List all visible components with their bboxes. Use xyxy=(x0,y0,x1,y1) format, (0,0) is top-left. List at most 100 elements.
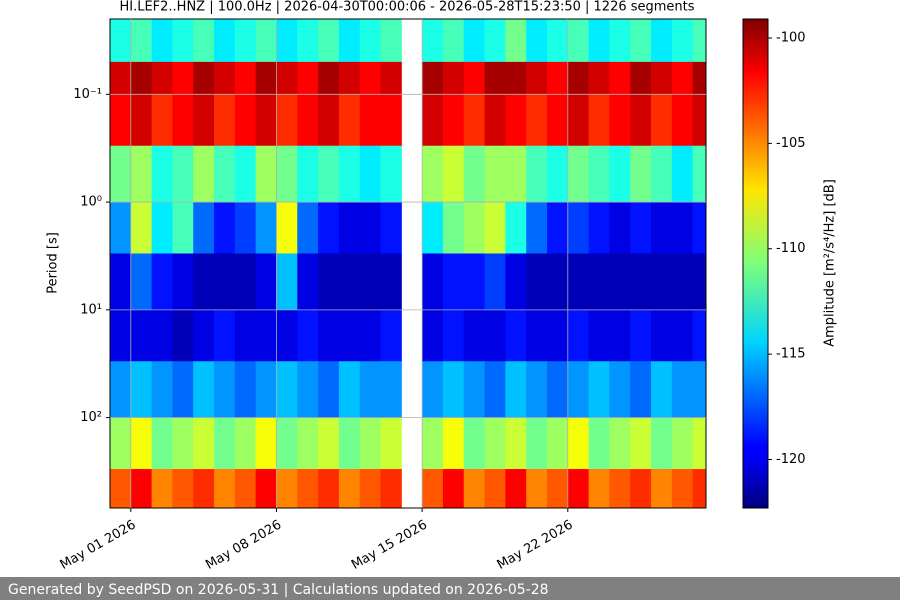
cell xyxy=(484,309,506,362)
cell xyxy=(692,469,706,508)
cell xyxy=(359,469,382,508)
cell xyxy=(567,469,590,508)
cell xyxy=(172,309,194,362)
cell xyxy=(193,361,215,419)
cell xyxy=(338,19,361,63)
cell xyxy=(318,417,340,470)
cell xyxy=(276,417,298,470)
cell xyxy=(588,202,610,254)
cell xyxy=(297,469,319,508)
cell xyxy=(151,309,173,362)
cell xyxy=(526,253,548,311)
cell xyxy=(297,202,319,254)
cell xyxy=(214,145,236,203)
cell xyxy=(567,61,590,95)
colorbar-tick-label: -115 xyxy=(776,347,806,362)
cell xyxy=(297,94,319,147)
cell xyxy=(234,361,257,419)
footer: Generated by SeedPSD on 2026-05-31 | Cal… xyxy=(8,582,549,598)
cell xyxy=(318,361,340,419)
cell xyxy=(318,469,340,508)
cell xyxy=(567,202,590,254)
cell xyxy=(422,361,444,419)
cell xyxy=(110,309,132,362)
cell xyxy=(484,94,506,147)
cell xyxy=(297,361,319,419)
cell xyxy=(234,202,257,254)
cell xyxy=(338,469,361,508)
cell xyxy=(692,361,706,419)
cell xyxy=(172,19,194,63)
cell xyxy=(422,94,444,147)
cell xyxy=(546,145,569,203)
cell xyxy=(255,61,277,95)
cell xyxy=(172,469,194,508)
cell xyxy=(380,145,402,203)
x-tick-label: May 15 2026 xyxy=(349,518,430,573)
cell xyxy=(505,253,527,311)
cell xyxy=(588,309,610,362)
cell xyxy=(130,469,153,508)
cell xyxy=(442,19,465,63)
cell xyxy=(151,253,173,311)
cell xyxy=(318,309,340,362)
cell xyxy=(692,94,706,147)
cell xyxy=(130,19,153,63)
cell xyxy=(359,145,382,203)
cell xyxy=(630,202,652,254)
cell xyxy=(442,361,465,419)
cell xyxy=(671,309,694,362)
cell xyxy=(318,253,340,311)
cell xyxy=(380,19,402,63)
cell xyxy=(609,417,631,470)
cell xyxy=(318,61,340,95)
cell xyxy=(380,202,402,254)
cell xyxy=(130,145,153,203)
cell xyxy=(671,145,694,203)
cell xyxy=(110,94,132,147)
plot-frame xyxy=(109,18,707,509)
cell xyxy=(297,19,319,63)
cell xyxy=(151,61,173,95)
cell xyxy=(630,61,652,95)
cell xyxy=(609,253,631,311)
cell xyxy=(671,469,694,508)
cell xyxy=(671,61,694,95)
cell xyxy=(463,417,486,470)
cell xyxy=(193,253,215,311)
cell xyxy=(526,19,548,63)
cell xyxy=(422,469,444,508)
cell xyxy=(422,309,444,362)
cell xyxy=(651,19,673,63)
cell xyxy=(588,61,610,95)
colorbar-tick-label: -100 xyxy=(776,30,806,45)
cell xyxy=(505,469,527,508)
cell xyxy=(609,94,631,147)
cell xyxy=(463,145,486,203)
cell xyxy=(110,417,132,470)
cell xyxy=(546,202,569,254)
cell xyxy=(255,145,277,203)
cell xyxy=(546,253,569,311)
cell xyxy=(422,417,444,470)
cell xyxy=(234,61,257,95)
cell xyxy=(588,19,610,63)
cell xyxy=(130,202,153,254)
cell xyxy=(442,417,465,470)
cell xyxy=(234,469,257,508)
cell xyxy=(651,253,673,311)
cell xyxy=(130,253,153,311)
cell xyxy=(214,253,236,311)
colorbar-tick-label: -110 xyxy=(776,241,806,256)
cell xyxy=(546,61,569,95)
cell xyxy=(567,145,590,203)
cell xyxy=(651,469,673,508)
cell xyxy=(442,309,465,362)
cell xyxy=(692,309,706,362)
cell xyxy=(692,61,706,95)
cell xyxy=(338,202,361,254)
cell xyxy=(588,361,610,419)
cell xyxy=(380,309,402,362)
cell xyxy=(546,469,569,508)
cell xyxy=(276,19,298,63)
